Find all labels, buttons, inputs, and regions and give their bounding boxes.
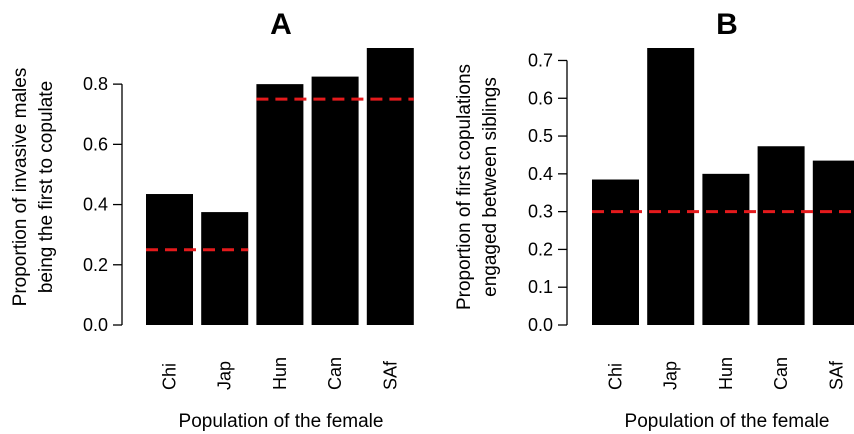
panel-b-y-tick-label: 0.1	[528, 277, 553, 297]
panel-b-bar-chi	[592, 179, 639, 325]
panel-a-category-label: Hun	[270, 357, 290, 390]
panel-b-category-label: Jap	[661, 361, 681, 390]
panel-a-y-tick-label: 0.0	[83, 315, 108, 335]
panel-b-category-label: Hun	[716, 357, 736, 390]
panel-b-bar-hun	[702, 173, 750, 325]
panel-b-category-label: Chi	[606, 363, 626, 390]
panel-b-bar-saf	[812, 160, 854, 325]
panel-a-bar-can	[311, 76, 359, 325]
panel-a-y-tick-label: 0.8	[83, 74, 108, 94]
panel-a-bar-hun	[256, 84, 304, 325]
panel-a-x-axis-label: Population of the female	[179, 411, 384, 432]
panel-b-category-label: SAf	[826, 360, 846, 390]
panel-a-bar-jap	[201, 212, 249, 325]
panel-b-title: B	[716, 8, 738, 41]
panel-a-y-tick-label: 0.4	[83, 195, 108, 215]
panel-a-y-tick-label: 0.2	[83, 255, 108, 275]
panel-b-y-tick-label: 0.4	[528, 164, 553, 184]
panel-b-bar-jap	[647, 48, 695, 325]
panel-b-bar-can	[757, 146, 805, 325]
panel-b-y-tick-label: 0.5	[528, 126, 553, 146]
panel-a-title: A	[270, 8, 292, 41]
panel-b-y-tick-label: 0.0	[528, 315, 553, 335]
panel-a-category-label: Chi	[160, 363, 180, 390]
panel-b-y-tick-label: 0.3	[528, 202, 553, 222]
panel-b-y-tick-label: 0.2	[528, 239, 553, 259]
panel-a-bar-saf	[366, 48, 414, 325]
panel-a-y-axis-label-line1: Proportion of invasive males	[10, 68, 31, 307]
panel-a-category-label: SAf	[380, 360, 400, 390]
panel-b-y-axis-label-line2: engaged between siblings	[480, 77, 501, 297]
panel-b-y-axis-label-line1: Proportion of first copulations	[454, 64, 475, 310]
panel-a-category-label: Jap	[215, 361, 235, 390]
panel-a-y-tick-label: 0.6	[83, 134, 108, 154]
panel-a-y-axis-label-line2: being the first to copulate	[36, 81, 57, 293]
panel-b-x-axis-label: Population of the female	[625, 411, 830, 432]
panel-a-bar-chi	[146, 194, 193, 325]
panel-a-category-label: Can	[325, 357, 345, 390]
panel-b-category-label: Can	[771, 357, 791, 390]
panel-b-y-tick-label: 0.7	[528, 50, 553, 70]
panel-b-y-tick-label: 0.6	[528, 88, 553, 108]
